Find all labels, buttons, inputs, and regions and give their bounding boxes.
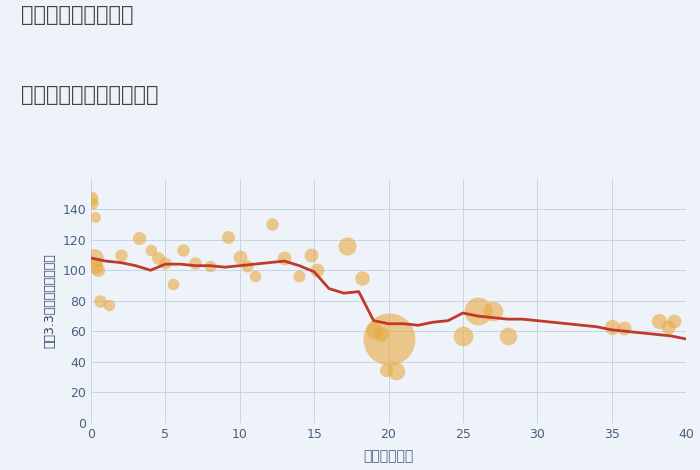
X-axis label: 築年数（年）: 築年数（年） bbox=[363, 449, 414, 463]
Point bbox=[85, 195, 97, 202]
Point bbox=[178, 247, 189, 254]
Point bbox=[391, 368, 402, 375]
Point bbox=[204, 262, 216, 269]
Point bbox=[88, 254, 99, 262]
Point bbox=[133, 235, 144, 242]
Point bbox=[167, 280, 178, 288]
Point bbox=[668, 317, 680, 324]
Text: 築年数別中古戸建て価格: 築年数別中古戸建て価格 bbox=[21, 85, 158, 105]
Point bbox=[153, 254, 164, 262]
Point bbox=[457, 332, 468, 340]
Point bbox=[160, 259, 171, 266]
Point bbox=[618, 324, 629, 332]
Point bbox=[375, 331, 386, 338]
Point bbox=[654, 317, 665, 324]
Point bbox=[90, 262, 101, 269]
Point bbox=[145, 247, 156, 254]
Point bbox=[190, 259, 201, 266]
Point bbox=[502, 332, 513, 340]
Y-axis label: 坪（3.3㎡）単価（万円）: 坪（3.3㎡）単価（万円） bbox=[43, 253, 57, 348]
Point bbox=[249, 273, 260, 280]
Point bbox=[487, 308, 498, 315]
Point bbox=[606, 323, 617, 330]
Point bbox=[342, 242, 353, 250]
Point bbox=[305, 251, 316, 258]
Point bbox=[312, 266, 323, 274]
Point bbox=[93, 266, 104, 274]
Point bbox=[115, 251, 126, 258]
Point bbox=[94, 297, 106, 305]
Point bbox=[234, 253, 246, 260]
Point bbox=[267, 221, 278, 228]
Point bbox=[87, 199, 98, 207]
Point bbox=[279, 254, 290, 262]
Point bbox=[90, 213, 101, 220]
Text: 兵庫県宝塚市小林の: 兵庫県宝塚市小林の bbox=[21, 5, 134, 25]
Point bbox=[356, 274, 368, 282]
Point bbox=[241, 262, 253, 269]
Point bbox=[383, 335, 394, 343]
Point bbox=[223, 233, 234, 241]
Point bbox=[294, 273, 305, 280]
Point bbox=[662, 323, 673, 330]
Point bbox=[380, 366, 391, 373]
Point bbox=[472, 308, 483, 315]
Point bbox=[368, 326, 379, 334]
Point bbox=[104, 302, 115, 309]
